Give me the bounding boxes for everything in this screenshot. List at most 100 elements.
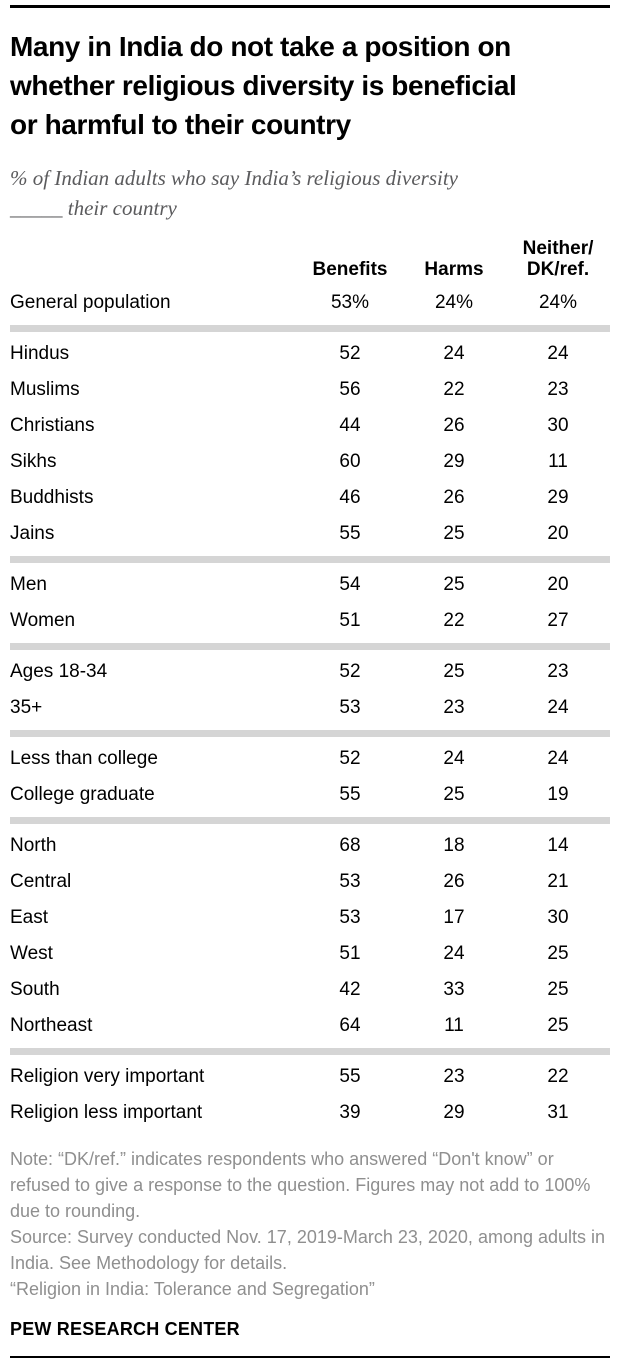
table-row: General population 53% 24% 24% <box>10 285 610 321</box>
row-value: 52 <box>339 342 361 364</box>
row-label: Less than college <box>10 747 158 769</box>
table-row: Women 51 22 27 <box>10 603 610 639</box>
row-value: 64 <box>339 1014 361 1036</box>
row-value: 33 <box>443 978 465 1000</box>
row-label: Ages 18-34 <box>10 660 108 682</box>
title-line-2: whether religious diversity is beneficia… <box>10 70 517 101</box>
row-value: 11 <box>444 1014 464 1036</box>
row-value: 27 <box>547 609 569 631</box>
table-row: Hindus 52 24 24 <box>10 336 610 372</box>
row-value: 24% <box>538 291 578 313</box>
divider-bar <box>10 555 610 563</box>
section-divider <box>10 726 610 741</box>
table-row: West 51 24 25 <box>10 936 610 972</box>
row-value: 23 <box>443 1065 465 1087</box>
row-label: West <box>10 942 53 964</box>
row-value: 17 <box>443 906 465 928</box>
row-label: Hindus <box>10 342 70 364</box>
subtitle-line-2: _____ their country <box>10 195 177 220</box>
page-title: Many in India do not take a position on … <box>10 27 610 144</box>
row-value: 29 <box>547 486 569 508</box>
row-value: 23 <box>547 660 569 682</box>
row-value: 24 <box>547 747 569 769</box>
row-label: Muslims <box>10 378 80 400</box>
row-value: 25 <box>443 522 465 544</box>
row-value: 53 <box>339 696 361 718</box>
subtitle-line-1: % of Indian adults who say India’s relig… <box>10 165 458 190</box>
row-value: 24 <box>443 342 465 364</box>
row-value: 29 <box>443 1101 465 1123</box>
row-value: 46 <box>339 486 361 508</box>
divider-bar <box>10 1047 610 1055</box>
col-header-harms: Harms <box>424 258 484 280</box>
source-text: Source: Survey conducted Nov. 17, 2019-M… <box>10 1226 606 1273</box>
section-divider <box>10 813 610 828</box>
row-value: 39 <box>339 1101 361 1123</box>
row-value: 25 <box>443 783 465 805</box>
row-value: 60 <box>339 450 361 472</box>
row-label: Religion very important <box>10 1065 205 1087</box>
col-header-benefits: Benefits <box>312 258 388 280</box>
row-value: 53 <box>339 906 361 928</box>
chart-subtitle: % of Indian adults who say India’s relig… <box>10 163 610 223</box>
row-value: 30 <box>547 414 569 436</box>
data-table: Benefits Harms Neither/ DK/ref. General … <box>10 238 610 1131</box>
row-value: 51 <box>339 942 361 964</box>
title-line-1: Many in India do not take a position on <box>10 31 511 62</box>
row-value: 24 <box>547 696 569 718</box>
row-label: Men <box>10 573 47 595</box>
row-value: 52 <box>339 747 361 769</box>
row-value: 26 <box>443 414 465 436</box>
row-value: 53 <box>339 870 361 892</box>
row-value: 55 <box>339 783 361 805</box>
divider-bar <box>10 816 610 824</box>
table-row: Ages 18-34 52 25 23 <box>10 654 610 690</box>
section-divider <box>10 552 610 567</box>
row-label: General population <box>10 291 171 313</box>
row-value: 55 <box>339 1065 361 1087</box>
bottom-rule <box>10 1355 610 1358</box>
row-value: 24 <box>443 942 465 964</box>
table-row: 35+ 53 23 24 <box>10 690 610 726</box>
section-divider <box>10 321 610 336</box>
table-row: Religion less important 39 29 31 <box>10 1095 610 1131</box>
row-value: 14 <box>547 834 569 856</box>
divider-bar <box>10 729 610 737</box>
table-row: Men 54 25 20 <box>10 567 610 603</box>
divider-bar <box>10 324 610 332</box>
row-value: 22 <box>547 1065 569 1087</box>
row-value: 24 <box>547 342 569 364</box>
row-value: 23 <box>547 378 569 400</box>
row-value: 52 <box>339 660 361 682</box>
footnotes: Note: “DK/ref.” indicates respondents wh… <box>10 1146 610 1302</box>
header-spacer <box>10 238 298 285</box>
row-value: 26 <box>443 870 465 892</box>
row-label: Women <box>10 609 76 631</box>
top-rule <box>10 5 610 8</box>
pew-research-center-wordmark: PEW RESEARCH CENTER <box>10 1318 240 1339</box>
row-label: College graduate <box>10 783 155 805</box>
row-value: 56 <box>339 378 361 400</box>
table-row: Northeast 64 11 25 <box>10 1008 610 1044</box>
row-value: 11 <box>548 450 568 472</box>
row-value: 25 <box>443 573 465 595</box>
row-value: 20 <box>547 522 569 544</box>
row-value: 55 <box>339 522 361 544</box>
row-label: Jains <box>10 522 55 544</box>
row-value: 23 <box>443 696 465 718</box>
row-value: 25 <box>547 978 569 1000</box>
table-row: Buddhists 46 26 29 <box>10 480 610 516</box>
row-value: 22 <box>443 378 465 400</box>
table-row: Christians 44 26 30 <box>10 408 610 444</box>
row-value: 18 <box>443 834 465 856</box>
table-row: Muslims 56 22 23 <box>10 372 610 408</box>
row-value: 25 <box>547 1014 569 1036</box>
table-row: East 53 17 30 <box>10 900 610 936</box>
row-label: South <box>10 978 60 1000</box>
row-label: Religion less important <box>10 1101 203 1123</box>
row-value: 54 <box>339 573 361 595</box>
row-label: Northeast <box>10 1014 93 1036</box>
table-row: Religion very important 55 23 22 <box>10 1059 610 1095</box>
row-value: 22 <box>443 609 465 631</box>
table-row: Less than college 52 24 24 <box>10 741 610 777</box>
